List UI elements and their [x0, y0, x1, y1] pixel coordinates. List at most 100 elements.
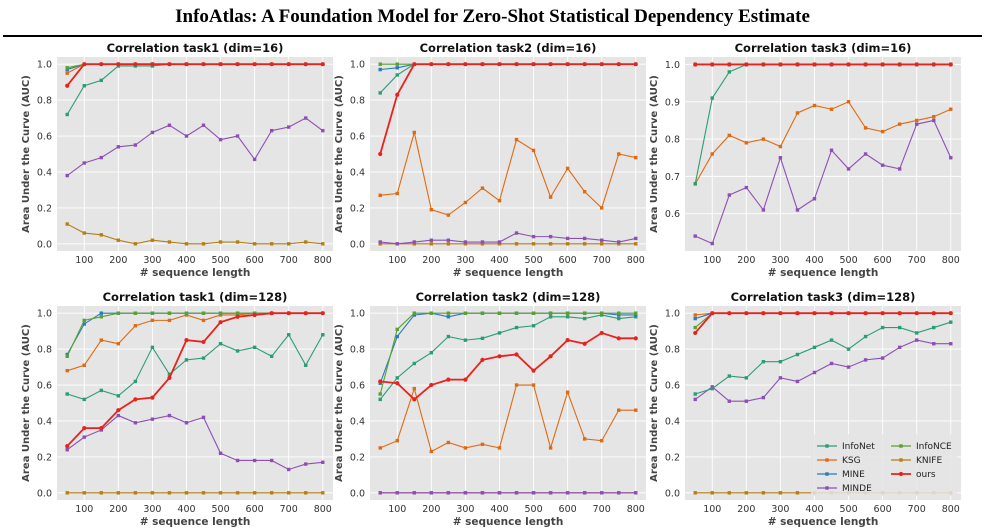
point-infonet [897, 325, 902, 330]
point-ksg [497, 199, 502, 203]
point-minde [218, 137, 223, 142]
legend-marker [825, 472, 829, 476]
point-ours [531, 62, 536, 67]
point-knife [99, 491, 103, 495]
point-ours [116, 408, 121, 413]
point-minde [133, 421, 138, 425]
legend: InfoNet InfoNCE KSG KNIFE MINE ours MINDE [811, 434, 957, 496]
x-tick-label: 500 [524, 504, 542, 515]
point-ours [378, 379, 383, 384]
page-title: InfoAtlas: A Foundation Model for Zero-S… [175, 6, 810, 27]
y-tick-label: 0.4 [665, 416, 680, 427]
series-line-ours [379, 63, 636, 155]
point-infonet [514, 325, 519, 330]
point-ksg [429, 207, 434, 212]
series-line-minde [66, 117, 324, 176]
point-ours [446, 62, 451, 67]
point-infonet [378, 91, 382, 95]
point-minde [184, 421, 189, 425]
point-knife [133, 242, 138, 246]
series-line-knife [66, 223, 323, 245]
x-tick-label: 100 [388, 504, 406, 515]
point-minde [710, 241, 714, 246]
y-tick-label: 0.2 [665, 452, 680, 463]
point-minde [287, 125, 291, 129]
point-minde [582, 491, 587, 495]
point-minde [150, 417, 155, 421]
point-infonet [497, 331, 502, 335]
point-minde [600, 238, 604, 242]
point-minde [727, 399, 731, 403]
y-tick-label: 0.4 [350, 167, 365, 178]
point-ksg [218, 313, 223, 317]
point-ours [795, 311, 800, 316]
point-ours [201, 339, 206, 345]
y-tick-label: 0.0 [37, 239, 52, 250]
point-infonet [727, 374, 731, 378]
y-axis-label: Area Under the Curve (AUC) [21, 75, 32, 233]
legend-label-infonce: InfoNCE [916, 442, 952, 452]
point-infonet [235, 349, 240, 353]
point-minde [846, 365, 851, 369]
point-ours [463, 377, 468, 382]
point-infonet [463, 338, 468, 342]
series-group [693, 62, 953, 246]
point-infonet [778, 359, 783, 364]
point-minde [949, 342, 953, 346]
point-ours [82, 426, 87, 431]
point-minde [201, 123, 206, 127]
x-tick-label: 700 [280, 255, 298, 266]
point-knife [429, 242, 434, 246]
point-knife [727, 491, 731, 495]
point-minde [65, 448, 69, 452]
legend-marker [898, 471, 904, 477]
point-infonet [880, 325, 885, 330]
point-minde [548, 491, 553, 495]
point-minde [710, 385, 714, 389]
y-tick-label: 0.6 [350, 132, 365, 143]
point-ours [531, 368, 536, 373]
point-infonet [634, 315, 638, 319]
point-minde [167, 123, 172, 127]
point-infonet [761, 359, 766, 364]
point-ours [252, 312, 257, 318]
y-tick-label: 0.7 [665, 172, 680, 183]
point-ours [829, 311, 834, 316]
point-knife [116, 238, 121, 242]
point-infonet [116, 394, 121, 398]
point-knife [693, 491, 697, 495]
chart-title: Correlation task3 (dim=128) [731, 290, 916, 304]
point-infonet [617, 316, 621, 321]
point-ours [565, 338, 570, 343]
point-ours [599, 330, 604, 336]
legend-label-ours: ours [916, 470, 936, 480]
point-infonce [167, 311, 172, 315]
y-tick-label: 0.0 [350, 239, 365, 250]
point-ours [116, 62, 121, 67]
point-minde [446, 491, 451, 495]
y-tick-label: 0.8 [37, 345, 52, 356]
point-minde [235, 458, 240, 463]
y-axis-label: Area Under the Curve (AUC) [334, 75, 345, 233]
point-knife [548, 242, 553, 246]
x-tick-label: 600 [246, 504, 264, 515]
point-infonet [812, 345, 817, 350]
point-ksg [116, 342, 121, 346]
point-infonce [548, 311, 553, 315]
point-minde [915, 338, 919, 342]
x-tick-label: 200 [109, 504, 127, 515]
point-knife [167, 491, 172, 495]
point-infonce [378, 392, 382, 396]
point-infonet [710, 96, 714, 100]
point-ksg [514, 137, 519, 142]
point-ours [948, 311, 953, 316]
series-group [65, 62, 325, 246]
point-knife [65, 491, 69, 495]
point-infonet [287, 333, 291, 337]
point-infonce [446, 311, 451, 315]
legend-marker [899, 458, 903, 462]
y-axis-label: Area Under the Curve (AUC) [334, 324, 345, 482]
x-tick-label: 600 [874, 504, 892, 515]
point-infonet [531, 324, 536, 328]
x-tick-label: 800 [314, 504, 332, 515]
